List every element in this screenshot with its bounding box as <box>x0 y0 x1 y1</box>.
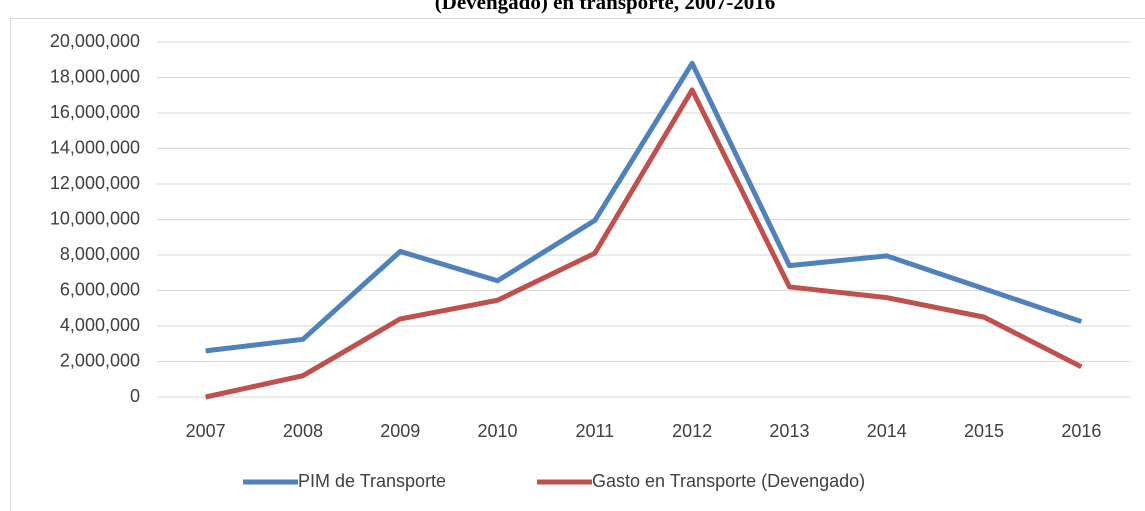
y-tick-label: 10,000,000 <box>50 208 140 228</box>
x-tick-label: 2008 <box>283 421 323 441</box>
y-tick-label: 18,000,000 <box>50 66 140 86</box>
y-tick-label: 4,000,000 <box>60 315 140 335</box>
y-tick-label: 16,000,000 <box>50 102 140 122</box>
y-tick-label: 2,000,000 <box>60 350 140 370</box>
legend-label: PIM de Transporte <box>298 471 446 491</box>
series-line <box>205 60 1083 354</box>
x-tick-label: 2014 <box>867 421 907 441</box>
x-tick-label: 2012 <box>672 421 712 441</box>
x-tick-label: 2011 <box>575 421 614 441</box>
y-tick-label: 6,000,000 <box>60 279 140 299</box>
chart-title: (Devengado) en transporte, 2007-2016 <box>435 0 776 14</box>
y-tick-label: 0 <box>130 386 140 406</box>
y-tick-label: 14,000,000 <box>50 137 140 157</box>
x-tick-label: 2007 <box>186 421 226 441</box>
legend-label: Gasto en Transporte (Devengado) <box>592 471 865 491</box>
x-tick-label: 2010 <box>478 421 518 441</box>
x-tick-label: 2009 <box>380 421 420 441</box>
y-tick-label: 8,000,000 <box>60 244 140 264</box>
y-tick-label: 12,000,000 <box>50 173 140 193</box>
x-tick-label: 2013 <box>769 421 809 441</box>
y-tick-label: 20,000,000 <box>50 31 140 51</box>
series-line <box>205 87 1083 400</box>
x-tick-label: 2016 <box>1061 421 1101 441</box>
x-tick-label: 2015 <box>964 421 1004 441</box>
chart-frame <box>10 18 1145 511</box>
